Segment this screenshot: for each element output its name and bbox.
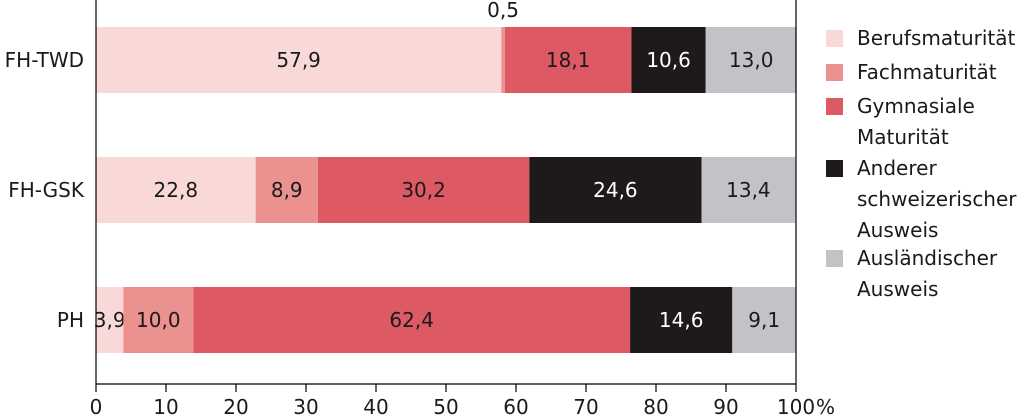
bar-segment bbox=[96, 287, 124, 353]
bar-segment bbox=[193, 287, 631, 353]
data-label: 18,1 bbox=[546, 48, 591, 72]
x-tick-label: 0 bbox=[90, 395, 103, 419]
data-label: 24,6 bbox=[593, 178, 638, 202]
data-label: 30,2 bbox=[401, 178, 446, 202]
legend-swatch bbox=[826, 250, 843, 267]
data-label: 22,8 bbox=[154, 178, 199, 202]
bar-segment bbox=[701, 157, 796, 223]
data-label: 62,4 bbox=[389, 308, 434, 332]
data-label: 3,9 bbox=[94, 308, 126, 332]
x-unit-label: % bbox=[816, 395, 835, 419]
bar-segment bbox=[504, 27, 632, 93]
legend-swatch bbox=[826, 64, 843, 81]
x-tick-label: 50 bbox=[433, 395, 458, 419]
legend-label: Gymnasiale bbox=[857, 94, 975, 118]
legend-label: Ausländischer bbox=[857, 246, 998, 270]
legend-label: Maturität bbox=[857, 125, 949, 149]
data-label: 8,9 bbox=[271, 178, 303, 202]
bar-segment bbox=[255, 157, 318, 223]
bar-segment bbox=[732, 287, 796, 353]
legend-swatch bbox=[826, 98, 843, 115]
data-label: 10,0 bbox=[136, 308, 181, 332]
category-label: FH-TWD bbox=[5, 48, 84, 72]
legend-swatch bbox=[826, 160, 843, 177]
bar-segment bbox=[96, 27, 502, 93]
bar-segment bbox=[123, 287, 194, 353]
category-label: FH-GSK bbox=[8, 178, 85, 202]
x-tick-label: 10 bbox=[153, 395, 178, 419]
data-label: 14,6 bbox=[659, 308, 704, 332]
bar-segment bbox=[631, 27, 706, 93]
legend-label: Ausweis bbox=[857, 277, 938, 301]
data-label: 9,1 bbox=[748, 308, 780, 332]
bar-segment bbox=[96, 157, 256, 223]
x-tick-label: 30 bbox=[293, 395, 318, 419]
legend-label: Anderer bbox=[857, 156, 937, 180]
x-tick-label: 80 bbox=[643, 395, 668, 419]
legend-label: Ausweis bbox=[857, 218, 938, 242]
bar-segment bbox=[317, 157, 530, 223]
x-tick-label: 40 bbox=[363, 395, 388, 419]
data-label: 13,4 bbox=[726, 178, 771, 202]
bar-segment bbox=[501, 27, 505, 93]
data-label: 10,6 bbox=[646, 48, 691, 72]
x-tick-label: 20 bbox=[223, 395, 248, 419]
legend-label: schweizerischer bbox=[857, 187, 1017, 211]
data-label: 13,0 bbox=[729, 48, 774, 72]
bar-segment bbox=[529, 157, 702, 223]
data-label: 57,9 bbox=[276, 48, 321, 72]
legend-swatch bbox=[826, 30, 843, 47]
x-tick-label: 90 bbox=[713, 395, 738, 419]
category-label: PH bbox=[57, 308, 84, 332]
legend-label: Fachmaturität bbox=[857, 60, 997, 84]
x-tick-label: 100 bbox=[777, 395, 815, 419]
x-tick-label: 70 bbox=[573, 395, 598, 419]
legend-label: Berufsmaturität bbox=[857, 26, 1016, 50]
bar-segment bbox=[630, 287, 733, 353]
bar-segment bbox=[705, 27, 797, 93]
x-tick-label: 60 bbox=[503, 395, 528, 419]
data-label: 0,5 bbox=[487, 0, 519, 22]
